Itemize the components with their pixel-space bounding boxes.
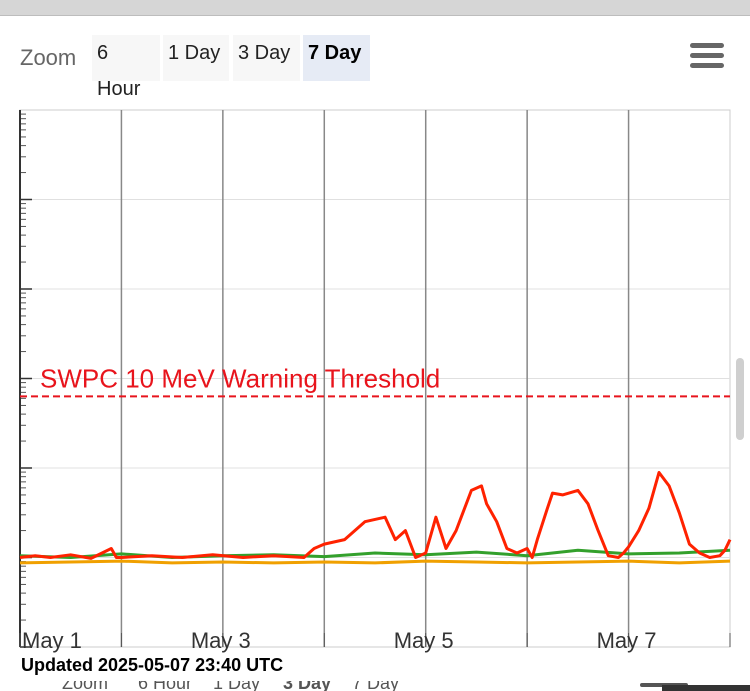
zoom-label: Zoom	[20, 45, 77, 70]
ghost-zoom-label: Zoom	[62, 681, 109, 691]
chart-series	[19, 471, 732, 565]
scrollbar[interactable]	[736, 358, 744, 440]
x-tick-label: May 3	[191, 628, 251, 653]
ghost-1-day: 1 Day	[213, 681, 261, 691]
ghost-dark-block	[662, 685, 750, 691]
threshold-label: SWPC 10 MeV Warning Threshold	[40, 363, 440, 393]
chart-grid	[19, 109, 731, 648]
repeated-zoom-row-partial: Zoom 6 Hour 1 Day 3 Day 7 Day	[0, 681, 750, 691]
x-tick-label: May 5	[394, 628, 454, 653]
x-tick-label: May 7	[597, 628, 657, 653]
updated-timestamp: Updated 2025-05-07 23:40 UTC	[21, 655, 284, 675]
ghost-6-hour: 6 Hour	[138, 681, 193, 691]
warning-threshold: SWPC 10 MeV Warning Threshold	[20, 363, 730, 398]
zoom-6-hour-button[interactable]: 6 Hour	[92, 35, 160, 100]
series-line	[19, 471, 732, 560]
ghost-3-day: 3 Day	[283, 681, 332, 691]
ghost-7-day: 7 Day	[352, 681, 400, 691]
zoom-7-day-button[interactable]: 7 Day	[303, 35, 370, 81]
browser-top-strip	[0, 0, 750, 16]
zoom-bar: Zoom 6 Hour 1 Day 3 Day 7 Day	[0, 33, 750, 100]
zoom-1-day-button[interactable]: 1 Day	[163, 35, 229, 81]
zoom-3-day-button[interactable]: 3 Day	[233, 35, 300, 81]
x-axis-labels: May 1 May 3 May 5 May 7	[22, 628, 656, 653]
series-line	[19, 559, 731, 565]
hamburger-menu-icon[interactable]	[690, 43, 726, 73]
x-tick-label: May 1	[22, 628, 82, 653]
